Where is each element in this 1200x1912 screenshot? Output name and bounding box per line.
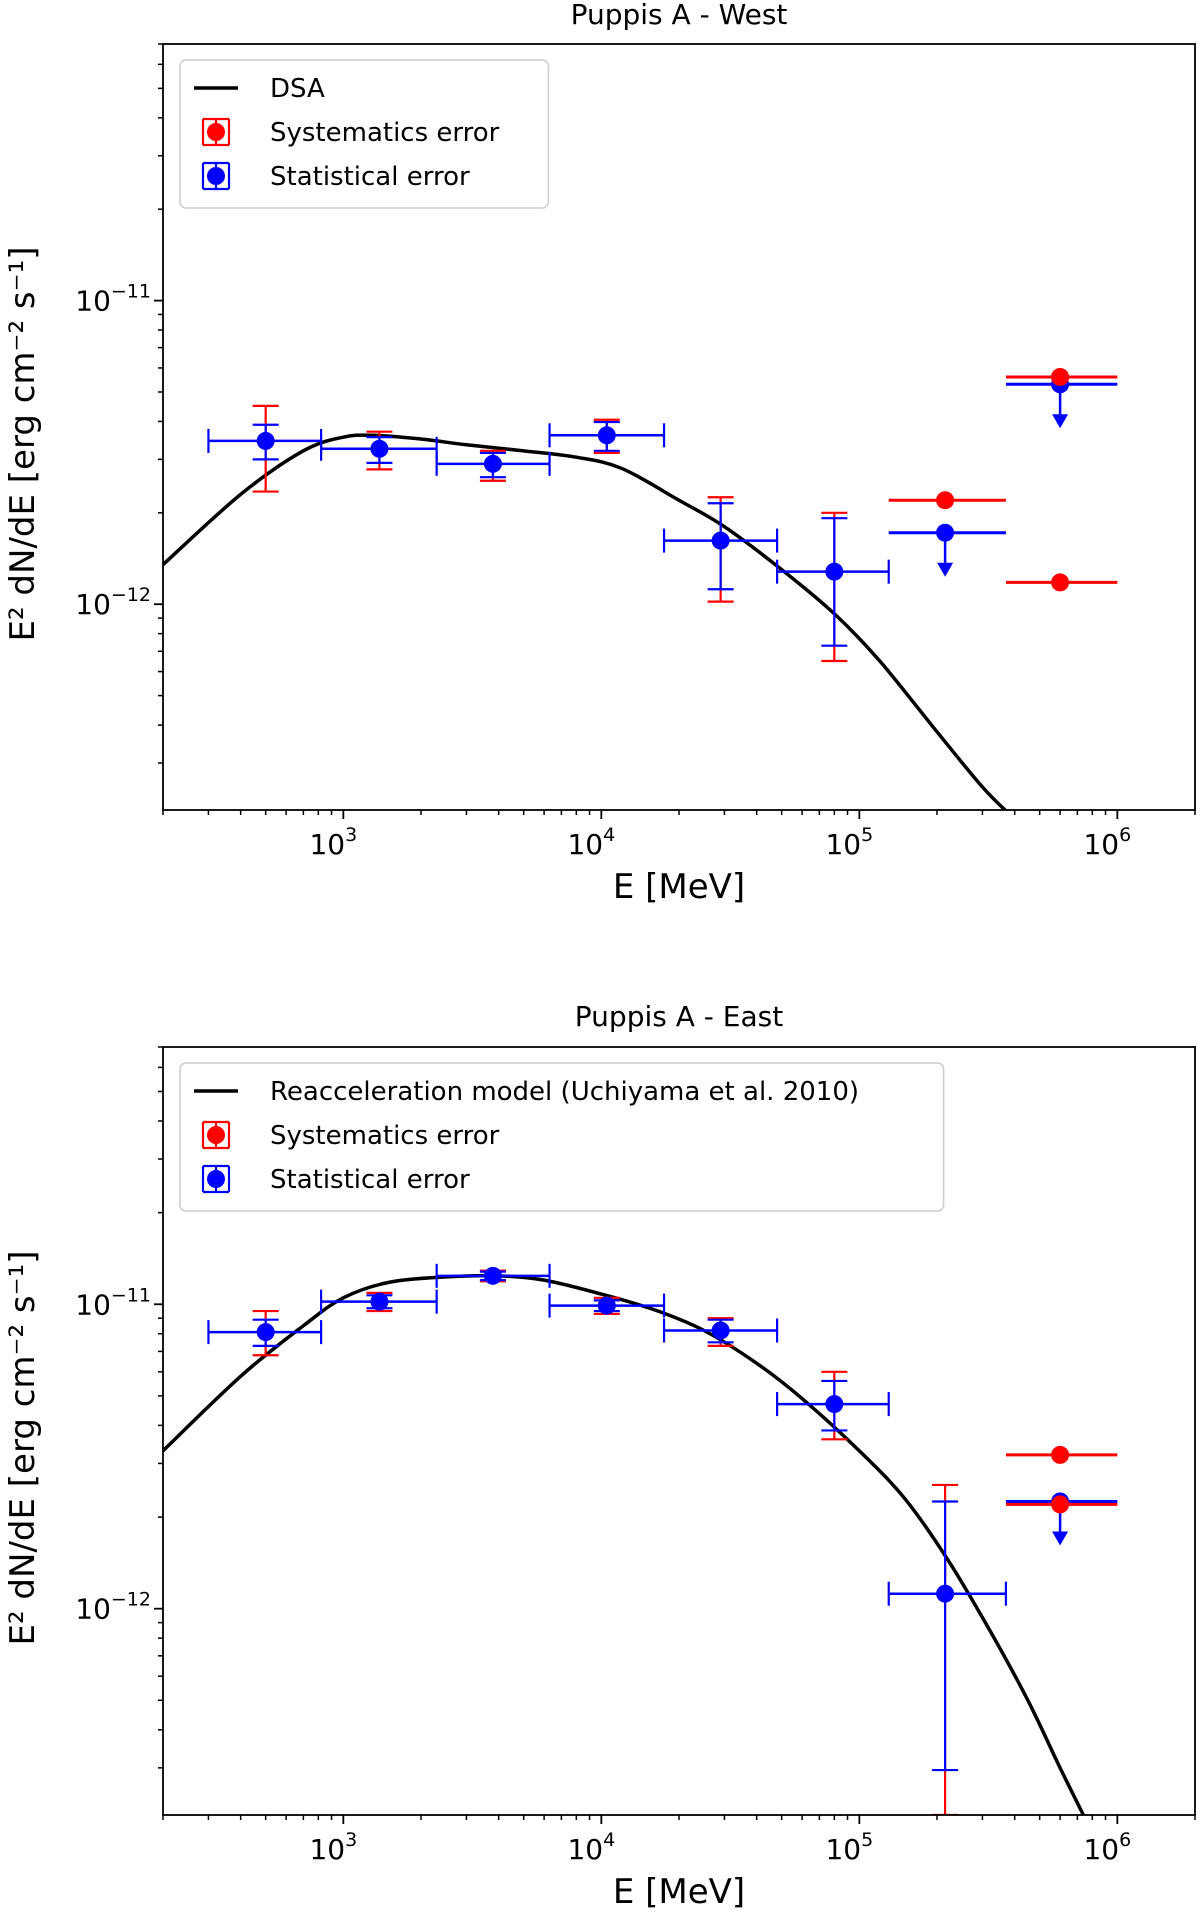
data-point-statistical: [936, 1584, 955, 1603]
upper-limit-systematics-point: [936, 491, 955, 510]
legend-label: Statistical error: [270, 162, 470, 192]
upper-limit-arrowhead: [1052, 414, 1069, 429]
upper-limit-statistical-point: [936, 523, 955, 542]
upper-limit-systematics-point: [1051, 573, 1070, 592]
chart-title-west: Puppis A - West: [571, 0, 788, 31]
legend-marker: [207, 167, 225, 185]
legend-marker: [207, 1126, 225, 1144]
legend-label: Statistical error: [270, 1165, 470, 1195]
plot-area-east: 103 104 105 106 10−12 10−11 Reacceleration mod…: [75, 1046, 1196, 1866]
y-tick-label: 10−12: [75, 1589, 151, 1626]
x-tick-label: 104: [567, 1829, 615, 1866]
x-tick-label: 105: [825, 824, 873, 861]
y-axis-label-east: E² dN/dE [erg cm⁻² s⁻¹]: [3, 1251, 43, 1646]
upper-limit-arrowhead: [1052, 1531, 1069, 1546]
x-axis-label-west: E [MeV]: [613, 867, 745, 907]
legend-label: Systematics error: [270, 1121, 500, 1151]
data-point-statistical: [597, 1296, 616, 1315]
chart-title-east: Puppis A - East: [575, 1000, 783, 1033]
legend-box: [179, 59, 550, 209]
model-curve: [163, 1273, 1086, 1815]
upper-limit-arrowhead: [937, 562, 954, 577]
data-point-statistical: [256, 431, 275, 450]
plot-area-west: 103 104 105 106 10−12 10−11 DSA Systematics err…: [75, 43, 1196, 861]
model-curve: [163, 433, 1008, 810]
data-point-statistical: [825, 562, 844, 581]
x-tick-label: 103: [309, 824, 357, 861]
data-point-statistical: [597, 426, 616, 445]
x-tick-label: 104: [567, 824, 615, 861]
y-tick-label: 10−11: [75, 1284, 151, 1321]
y-axis-label-west: E² dN/dE [erg cm⁻² s⁻¹]: [3, 247, 43, 642]
legend-label: DSA: [270, 74, 325, 104]
x-axis-label-east: E [MeV]: [613, 1872, 745, 1912]
y-tick-label: 10−11: [75, 281, 151, 318]
data-point-statistical: [711, 1321, 730, 1340]
legend-marker: [207, 123, 225, 141]
legend-west: DSA Systematics error Statistical error: [179, 59, 550, 209]
data-point-statistical: [825, 1395, 844, 1414]
x-tick-label: 103: [309, 1829, 357, 1866]
plot-content-west: [163, 368, 1118, 810]
legend-east: Reacceleration model (Uchiyama et al. 20…: [179, 1062, 945, 1212]
y-minor-ticks-east: [158, 1046, 163, 1769]
legend-label: Systematics error: [270, 118, 500, 148]
y-tick-label: 10−12: [75, 584, 151, 621]
plot-content-east: [163, 1263, 1118, 1815]
data-point-statistical: [256, 1323, 275, 1342]
upper-limit-systematics-point: [1051, 368, 1070, 387]
upper-limit-systematics-point: [1051, 1445, 1070, 1464]
x-tick-label: 105: [825, 1829, 873, 1866]
x-tick-label: 106: [1083, 824, 1131, 861]
axes-frame-east: [162, 1046, 1196, 1816]
upper-limit-systematics-point: [1051, 1495, 1070, 1514]
legend-label: Reacceleration model (Uchiyama et al. 20…: [270, 1077, 859, 1107]
data-point-statistical: [483, 454, 502, 473]
legend-marker: [207, 1170, 225, 1188]
x-tick-label: 106: [1083, 1829, 1131, 1866]
data-point-statistical: [483, 1266, 502, 1285]
data-point-statistical: [370, 1292, 389, 1311]
data-point-statistical: [711, 531, 730, 550]
legend-box: [179, 1062, 945, 1212]
axes-frame-west: [162, 43, 1196, 811]
data-point-statistical: [370, 439, 389, 458]
